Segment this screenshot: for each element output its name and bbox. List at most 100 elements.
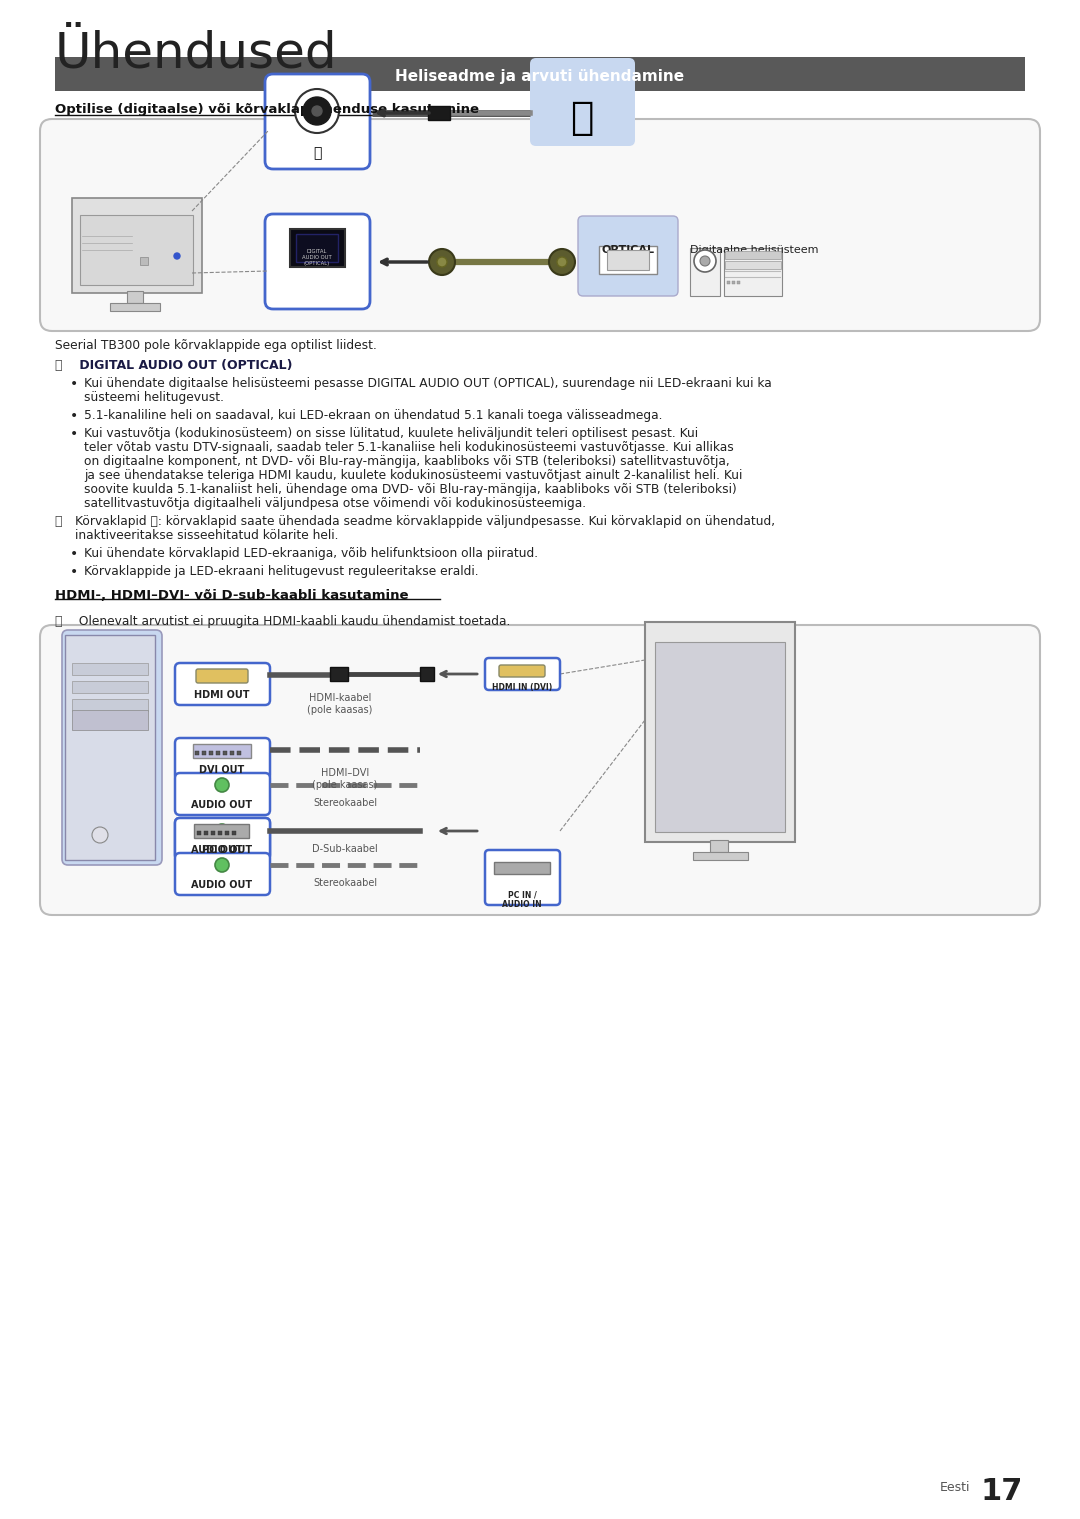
Bar (204, 831, 208, 835)
Text: OPTICAL: OPTICAL (602, 245, 654, 255)
Text: süsteemi helitugevust.: süsteemi helitugevust. (84, 390, 224, 404)
Text: 🎧: 🎧 (313, 146, 321, 159)
FancyBboxPatch shape (175, 819, 270, 860)
Text: inaktiveeritakse sisseehitatud kölarite heli.: inaktiveeritakse sisseehitatud kölarite … (75, 529, 338, 542)
Text: HDMI-, HDMI–DVI- või D-sub-kaabli kasutamine: HDMI-, HDMI–DVI- või D-sub-kaabli kasuta… (55, 589, 408, 602)
FancyBboxPatch shape (265, 74, 370, 169)
Text: 🖊: 🖊 (55, 358, 67, 372)
Bar (197, 831, 201, 835)
Circle shape (215, 858, 229, 872)
Bar (607, 251, 649, 270)
Text: DIGITAL
AUDIO OUT
(OPTICAL): DIGITAL AUDIO OUT (OPTICAL) (302, 249, 332, 266)
Bar (127, 292, 143, 302)
Bar (194, 823, 249, 838)
Text: DIGITAL AUDIO OUT (OPTICAL): DIGITAL AUDIO OUT (OPTICAL) (75, 358, 293, 372)
FancyBboxPatch shape (40, 118, 1040, 331)
Bar (216, 750, 220, 755)
Text: AUDIO OUT: AUDIO OUT (191, 801, 253, 810)
Text: Eesti: Eesti (940, 1481, 971, 1495)
Bar (654, 643, 785, 832)
Bar (72, 662, 148, 674)
Text: ja see ühendatakse teleriga HDMI kaudu, kuulete kodukinosüsteemi vastuvõtjast ai: ja see ühendatakse teleriga HDMI kaudu, … (84, 469, 742, 482)
Bar (72, 699, 148, 711)
Bar (296, 234, 338, 261)
Bar (222, 750, 227, 755)
Bar (599, 246, 657, 273)
Bar (237, 750, 241, 755)
Bar (690, 248, 720, 296)
Text: •: • (70, 547, 78, 561)
Text: •: • (70, 377, 78, 390)
Bar (218, 831, 222, 835)
Text: Körvaklappide ja LED-ekraani helitugevust reguleeritakse eraldi.: Körvaklappide ja LED-ekraani helitugevus… (84, 565, 478, 579)
Text: •: • (70, 409, 78, 422)
Bar (428, 106, 450, 120)
Text: Optilise (digitaalse) või kõrvaklapiühenduse kasutamine: Optilise (digitaalse) või kõrvaklapiühen… (55, 103, 480, 115)
Bar (645, 621, 795, 842)
Bar (725, 251, 781, 260)
Bar (72, 709, 148, 731)
Text: Seerial TB300 pole kõrvaklappide ega optilist liidest.: Seerial TB300 pole kõrvaklappide ega opt… (55, 339, 377, 352)
Text: Kui ühendate körvaklapid LED-ekraaniga, võib helifunktsioon olla piiratud.: Kui ühendate körvaklapid LED-ekraaniga, … (84, 547, 538, 561)
Bar (72, 681, 148, 693)
Circle shape (700, 257, 710, 266)
Bar (225, 831, 229, 835)
Text: satellitvastuvõtja digitaalheli väljundpesa otse võimendi või kodukinosüsteemiga: satellitvastuvõtja digitaalheli väljundp… (84, 497, 586, 510)
Circle shape (557, 257, 567, 267)
Text: on digitaalne komponent, nt DVD- või Blu-ray-mängija, kaabliboks või STB (teleri: on digitaalne komponent, nt DVD- või Blu… (84, 456, 730, 468)
Circle shape (215, 778, 229, 791)
Text: HDMI-kaabel
(pole kaasas): HDMI-kaabel (pole kaasas) (308, 693, 373, 714)
Text: D-Sub-kaabel: D-Sub-kaabel (312, 845, 378, 854)
Text: HDMI–DVI
(pole kaasas): HDMI–DVI (pole kaasas) (312, 769, 378, 790)
Text: DVI OUT: DVI OUT (200, 766, 245, 775)
Circle shape (429, 249, 455, 275)
FancyBboxPatch shape (40, 624, 1040, 914)
Text: Stereokaabel: Stereokaabel (313, 878, 377, 889)
Text: Ühendused: Ühendused (55, 29, 338, 77)
Text: 🖊: 🖊 (55, 515, 67, 529)
Bar (80, 216, 193, 286)
Text: PC OUT: PC OUT (202, 845, 242, 855)
Bar (230, 750, 234, 755)
Bar (55, 58, 1025, 91)
FancyBboxPatch shape (265, 214, 370, 308)
Bar (211, 831, 215, 835)
Bar (724, 248, 782, 296)
Bar (732, 281, 735, 284)
Bar (710, 840, 728, 852)
FancyBboxPatch shape (485, 851, 561, 905)
Bar (727, 281, 730, 284)
FancyBboxPatch shape (499, 665, 545, 677)
Text: Stereokaabel: Stereokaabel (313, 797, 377, 808)
FancyBboxPatch shape (195, 668, 248, 684)
Text: Körvaklapid 🎧: körvaklapid saate ühendada seadme körvaklappide väljundpesasse. K: Körvaklapid 🎧: körvaklapid saate ühendad… (75, 515, 775, 529)
Bar (202, 750, 206, 755)
FancyBboxPatch shape (62, 630, 162, 864)
Circle shape (303, 97, 330, 125)
Text: •: • (70, 565, 78, 579)
Text: Kui ühendate digitaalse helisüsteemi pesasse DIGITAL AUDIO OUT (OPTICAL), suuren: Kui ühendate digitaalse helisüsteemi pes… (84, 377, 772, 390)
FancyBboxPatch shape (175, 854, 270, 895)
Bar (291, 229, 345, 267)
Bar (725, 261, 781, 269)
Text: Olenevalt arvutist ei pruugita HDMI-kaabli kaudu ühendamist toetada.: Olenevalt arvutist ei pruugita HDMI-kaab… (75, 615, 511, 627)
FancyBboxPatch shape (530, 58, 635, 146)
Circle shape (437, 257, 447, 267)
Text: AUDIO OUT: AUDIO OUT (191, 845, 253, 855)
Bar (494, 861, 550, 873)
Bar (65, 635, 156, 860)
Bar (693, 852, 748, 860)
Text: HDMI OUT: HDMI OUT (194, 690, 249, 700)
Circle shape (312, 106, 322, 115)
FancyBboxPatch shape (175, 662, 270, 705)
Text: Kui vastuvõtja (kodukinosüsteem) on sisse lülitatud, kuulete heliväljundit teler: Kui vastuvõtja (kodukinosüsteem) on siss… (84, 427, 698, 441)
Text: 5.1-kanaliline heli on saadaval, kui LED-ekraan on ühendatud 5.1 kanali toega vä: 5.1-kanaliline heli on saadaval, kui LED… (84, 409, 662, 422)
Text: PC IN /
AUDIO IN: PC IN / AUDIO IN (502, 890, 542, 910)
Bar (420, 667, 434, 681)
FancyBboxPatch shape (578, 216, 678, 296)
Text: HDMI IN (DVI): HDMI IN (DVI) (491, 684, 552, 693)
FancyBboxPatch shape (175, 819, 270, 860)
Bar (210, 750, 213, 755)
Bar (72, 197, 202, 293)
Bar (195, 750, 199, 755)
